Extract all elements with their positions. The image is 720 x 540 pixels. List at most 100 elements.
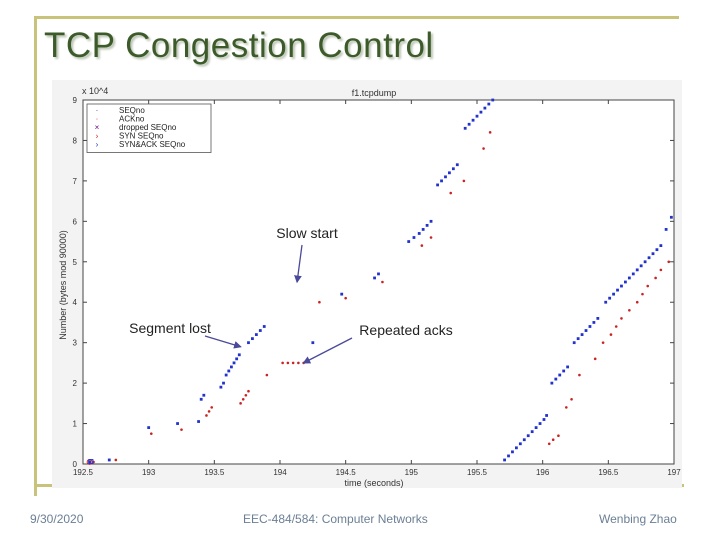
- seqno-point: [429, 219, 433, 223]
- y-tick-label: 4: [73, 298, 78, 307]
- seqno-point: [373, 276, 376, 280]
- seqno-point: [572, 341, 576, 345]
- x-tick-label: 197: [667, 468, 681, 477]
- seqno-point: [222, 381, 225, 385]
- seqno-point: [377, 272, 380, 276]
- x-tick-label: 194.5: [336, 468, 357, 477]
- ackno-point: [593, 357, 597, 361]
- legend-entry: ACKno: [119, 115, 145, 124]
- ackno-point: [570, 397, 573, 401]
- x-tick-label: 194: [273, 468, 287, 477]
- seqno-point: [530, 430, 534, 434]
- seqno-point: [526, 434, 530, 438]
- seqno-point: [655, 248, 659, 252]
- legend-marker: ×: [95, 123, 100, 132]
- x-tick-label: 196.5: [598, 468, 619, 477]
- annotation-arrow: [204, 335, 242, 349]
- annotation-label: Slow start: [276, 225, 338, 241]
- ackno-point: [286, 361, 290, 365]
- ackno-point: [565, 406, 568, 409]
- decor-vertical-bar: [34, 16, 37, 496]
- ackno-point: [291, 361, 295, 365]
- x-tick-label: 193.5: [204, 468, 225, 477]
- legend-entry: dropped SEQno: [119, 123, 177, 132]
- seqno-point: [251, 337, 254, 341]
- seqno-point: [237, 353, 241, 357]
- annotation-label: Repeated acks: [359, 322, 452, 338]
- y-multiplier-label: x 10^4: [82, 86, 108, 96]
- seqno-point: [451, 167, 455, 171]
- ackno-point: [281, 361, 284, 365]
- seqno-point: [197, 420, 200, 423]
- y-tick-label: 2: [73, 379, 78, 388]
- seqno-point: [584, 329, 588, 332]
- seqno-point: [412, 236, 416, 239]
- seqno-point: [455, 163, 459, 167]
- seqno-point: [534, 426, 538, 429]
- legend-marker: ·: [96, 115, 99, 124]
- seqno-point: [562, 369, 566, 373]
- seqno-point: [417, 232, 421, 235]
- ackno-point: [635, 300, 639, 304]
- annotation-arrow: [302, 337, 353, 364]
- seqno-point: [580, 333, 584, 336]
- x-tick-label: 196: [536, 468, 550, 477]
- ackno-point: [297, 361, 300, 365]
- seqno-point: [558, 373, 562, 377]
- ackno-point: [241, 397, 245, 401]
- y-tick-label: 7: [73, 177, 78, 186]
- seqno-point: [176, 422, 179, 425]
- seqno-point: [107, 458, 111, 462]
- legend-entry: SYN SEQno: [119, 132, 164, 141]
- ackno-point: [247, 389, 250, 393]
- seqno-point: [235, 357, 239, 361]
- legend-marker: ›: [96, 140, 99, 149]
- seqno-point: [659, 244, 663, 247]
- seqno-point: [604, 300, 608, 304]
- ackno-point: [381, 280, 384, 284]
- ackno-point: [429, 236, 433, 239]
- ackno-point: [344, 296, 347, 300]
- seqno-point: [588, 325, 592, 328]
- ackno-point: [628, 309, 631, 312]
- seqno-point: [436, 183, 439, 187]
- ackno-point: [244, 393, 248, 397]
- x-tick-label: 192.5: [73, 468, 94, 477]
- x-tick-label: 195: [405, 468, 419, 477]
- ackno-point: [265, 373, 269, 377]
- seqno-point: [651, 252, 655, 256]
- seqno-point: [669, 215, 673, 219]
- seqno-point: [491, 98, 495, 102]
- y-tick-label: 9: [73, 96, 78, 105]
- footer-course: EEC-484/584: Computer Networks: [243, 512, 428, 526]
- seqno-point: [463, 126, 467, 130]
- seqno-point: [421, 228, 425, 231]
- legend-marker: ›: [96, 132, 99, 141]
- decor-top-bar: [34, 16, 679, 19]
- ackno-point: [578, 373, 581, 377]
- seqno-point: [440, 179, 443, 183]
- legend-entry: SYN&ACK SEQno: [119, 140, 186, 149]
- seqno-point: [88, 460, 91, 464]
- seqno-point: [247, 341, 250, 345]
- ackno-point: [620, 317, 623, 320]
- y-tick-label: 3: [73, 339, 78, 348]
- ackno-point: [462, 179, 466, 183]
- ackno-point: [551, 438, 555, 442]
- ackno-point: [114, 458, 118, 462]
- x-tick-label: 193: [142, 468, 156, 477]
- ackno-point: [149, 432, 153, 435]
- seqno-point: [631, 272, 635, 276]
- seqno-point: [550, 381, 554, 385]
- seqno-point: [545, 414, 549, 417]
- ackno-point: [646, 284, 650, 288]
- seqno-point: [624, 280, 627, 284]
- ackno-point: [449, 191, 453, 195]
- seqno-point: [467, 122, 471, 126]
- y-tick-label: 1: [73, 420, 78, 429]
- seqno-point: [483, 106, 487, 110]
- y-tick-label: 8: [73, 136, 78, 145]
- ackno-point: [667, 260, 671, 264]
- seqno-point: [219, 385, 223, 389]
- seqno-point: [616, 288, 619, 292]
